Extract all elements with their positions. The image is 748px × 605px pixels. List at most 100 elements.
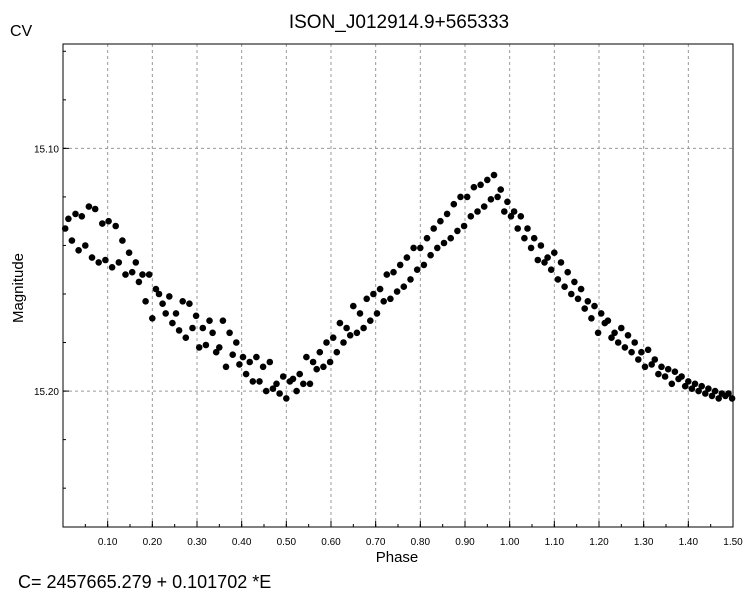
x-tick-label: 0.10	[98, 537, 118, 548]
data-point	[172, 310, 180, 317]
data-point	[192, 312, 200, 320]
data-point	[494, 193, 501, 201]
data-point	[303, 353, 310, 361]
data-point	[467, 213, 475, 220]
data-point	[517, 213, 525, 220]
data-point	[346, 332, 354, 339]
data-point	[262, 387, 270, 395]
data-point	[655, 370, 662, 378]
data-point	[309, 358, 317, 366]
data-point	[340, 339, 347, 346]
data-point	[484, 176, 491, 184]
data-point	[209, 329, 216, 337]
data-point	[541, 259, 548, 266]
data-point	[497, 186, 505, 193]
data-point	[577, 285, 585, 293]
data-point	[487, 196, 495, 203]
data-point	[222, 363, 230, 371]
data-point	[195, 344, 203, 351]
data-point	[571, 278, 578, 286]
data-point	[423, 234, 431, 242]
data-point	[554, 276, 562, 283]
data-point	[202, 341, 210, 349]
data-point	[383, 271, 391, 278]
data-point	[557, 259, 565, 266]
data-point	[296, 370, 304, 378]
data-point	[253, 353, 260, 361]
x-tick-label: 1.40	[679, 537, 699, 548]
data-point	[614, 339, 622, 346]
data-point	[91, 205, 99, 213]
data-point	[249, 378, 257, 385]
plot-area: 0.10 0.20 0.30 0.40 0.50 0.60 0.70 0.80 0.90 1.00…	[34, 43, 743, 548]
data-point	[78, 213, 86, 220]
data-point	[105, 217, 112, 225]
data-point	[524, 225, 531, 232]
data-point	[300, 380, 307, 388]
data-point	[454, 227, 461, 235]
data-point	[199, 324, 207, 332]
data-point	[561, 283, 568, 291]
data-point	[440, 239, 448, 247]
data-point	[463, 193, 471, 201]
data-point	[350, 302, 357, 310]
data-point	[273, 380, 280, 388]
data-point	[635, 356, 642, 363]
data-point	[597, 310, 605, 317]
x-tick-label: 0.70	[366, 537, 386, 548]
data-point	[661, 373, 669, 380]
data-point	[668, 380, 676, 388]
data-point	[122, 271, 129, 278]
data-point	[457, 193, 464, 201]
x-tick-label: 0.80	[411, 537, 431, 548]
data-point	[430, 225, 438, 232]
x-tick-label: 1.00	[500, 537, 520, 548]
data-point	[510, 208, 518, 215]
data-point	[363, 295, 371, 303]
data-point	[212, 348, 220, 356]
data-point	[323, 339, 330, 346]
data-point	[102, 256, 109, 264]
data-point	[206, 317, 213, 325]
data-point	[621, 344, 629, 351]
data-point	[403, 254, 411, 261]
data-point	[708, 392, 716, 400]
data-point	[530, 234, 538, 242]
y-axis-label: Magnitude	[10, 253, 27, 323]
data-point	[179, 298, 186, 305]
data-point	[373, 310, 381, 317]
data-point	[618, 324, 625, 332]
data-point	[715, 395, 722, 402]
data-point	[420, 261, 428, 269]
data-point	[82, 242, 89, 249]
data-point	[276, 390, 283, 397]
data-point	[175, 327, 183, 334]
data-point	[376, 285, 384, 293]
data-point	[514, 225, 521, 232]
data-point	[166, 293, 173, 300]
data-point	[477, 181, 484, 189]
x-tick-label: 0.40	[232, 537, 252, 548]
data-point	[380, 298, 388, 305]
data-point	[588, 315, 595, 322]
data-point	[125, 249, 133, 256]
data-point	[115, 259, 123, 266]
data-point	[390, 268, 397, 276]
data-point	[691, 380, 699, 388]
data-point	[246, 358, 253, 366]
data-point	[316, 348, 324, 356]
data-point	[155, 290, 163, 298]
data-point	[460, 222, 468, 230]
data-point	[259, 363, 267, 371]
data-point	[470, 183, 478, 191]
data-point	[688, 385, 696, 393]
data-point	[664, 365, 672, 373]
data-point	[702, 390, 709, 397]
data-point	[343, 324, 350, 332]
data-point	[236, 361, 243, 368]
data-point	[283, 395, 290, 402]
data-point	[219, 317, 227, 325]
data-point	[728, 395, 736, 402]
data-point	[169, 319, 176, 327]
